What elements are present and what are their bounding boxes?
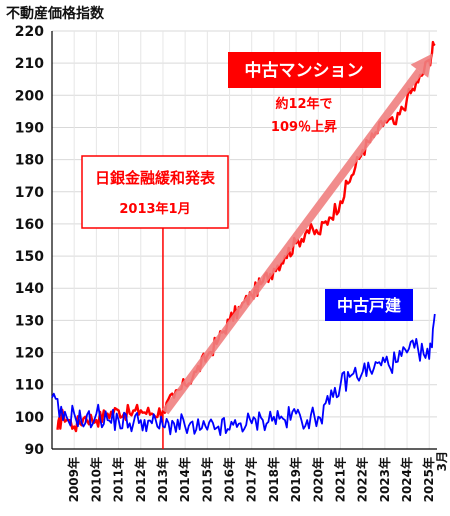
x-tick-label-last: 3月	[435, 451, 449, 471]
y-tick-label: 200	[15, 88, 44, 104]
event-label-box	[81, 155, 229, 229]
condo-label-box	[228, 52, 381, 88]
y-axis-ticks: 220 210 200 190 180 170 160 150 140 130 120 110 100 9…	[15, 24, 44, 458]
y-tick-label: 150	[15, 249, 44, 265]
house-label-box	[325, 289, 413, 321]
event-label-line1: 日銀金融緩和発表	[95, 169, 216, 187]
series-line-house	[51, 313, 436, 436]
x-tick-label: 2021年	[332, 457, 347, 502]
x-tick-label: 2019年	[288, 457, 303, 502]
y-tick-label: 190	[15, 120, 44, 136]
condo-label: 中古マンション	[245, 60, 364, 81]
y-tick-label: 140	[15, 281, 44, 297]
y-tick-label: 120	[15, 346, 44, 362]
condo-note-line2: 109％上昇	[271, 120, 337, 135]
x-tick-label: 2012年	[133, 457, 148, 502]
x-tick-label: 2020年	[310, 457, 325, 502]
y-tick-label: 180	[15, 153, 44, 169]
y-tick-label: 210	[15, 56, 44, 72]
y-tick-label: 90	[25, 442, 45, 458]
x-tick-label: 2016年	[222, 457, 237, 502]
x-tick-label: 2011年	[111, 457, 126, 502]
x-tick-label: 2022年	[355, 457, 370, 502]
x-tick-label: 2018年	[266, 457, 281, 502]
x-tick-label: 2013年	[155, 457, 170, 502]
trend-arrow-head	[410, 53, 433, 78]
x-axis-ticks: 2009年 2010年 2011年 2012年 2013年 2014年 2015年 2016年…	[66, 451, 449, 502]
condo-note-line1: 約12年で	[275, 96, 332, 112]
x-tick-label: 2024年	[399, 457, 414, 502]
y-tick-label: 170	[15, 185, 44, 201]
x-tick-label: 2017年	[244, 457, 259, 502]
trend-arrow	[161, 53, 433, 415]
trend-arrow-shaft	[161, 68, 423, 415]
axes	[51, 31, 437, 450]
y-tick-label: 220	[15, 24, 44, 40]
x-tick-label: 2023年	[377, 457, 392, 502]
x-tick-label: 2009年	[66, 457, 81, 502]
y-tick-label: 100	[15, 410, 44, 426]
chart-title: 不動産価格指数	[6, 5, 105, 22]
house-label: 中古戸建	[337, 296, 401, 315]
x-tick-label: 2014年	[177, 457, 192, 502]
event-label-line2: 2013年1月	[119, 201, 190, 217]
y-tick-label: 110	[15, 378, 44, 394]
x-tick-label: 2025年	[421, 457, 436, 502]
y-tick-label: 130	[15, 313, 44, 329]
y-tick-label: 160	[15, 217, 44, 233]
x-tick-label: 2010年	[88, 457, 103, 502]
x-tick-label: 2015年	[199, 457, 214, 502]
